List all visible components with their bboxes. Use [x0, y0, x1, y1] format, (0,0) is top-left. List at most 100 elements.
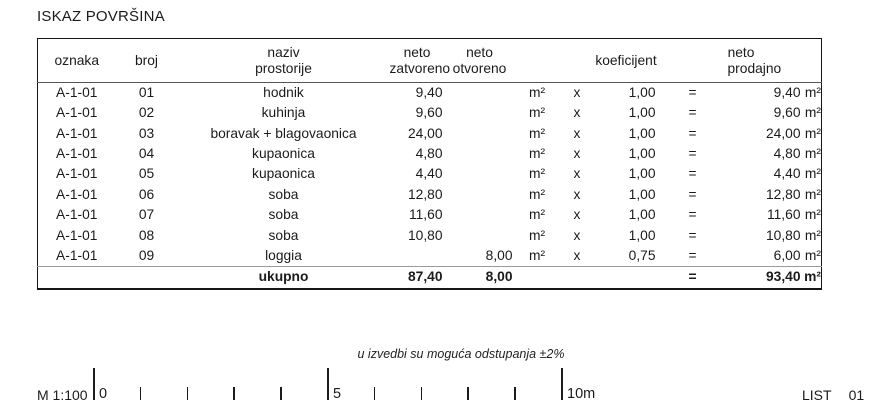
cell-unit2: m² — [804, 166, 821, 182]
cell-broj: 09 — [138, 247, 155, 263]
scale-tick-minor — [186, 387, 189, 400]
cell-times: x — [573, 125, 581, 141]
header-naziv: naziv prostorije — [177, 38, 390, 83]
cell-koef: 1,00 — [628, 166, 656, 182]
cell-naziv: kuhinja — [261, 105, 306, 121]
scale-tick-major — [561, 368, 563, 400]
cell-zatvoreno: 24,00 — [407, 125, 443, 141]
cell-oznaka: A-1-01 — [56, 105, 98, 121]
cell-oznaka: A-1-01 — [56, 186, 98, 202]
cell-oznaka: A-1-01 — [56, 166, 98, 182]
cell-naziv: kupaonica — [252, 166, 315, 182]
total-equals: = — [657, 265, 728, 290]
cell-prodajno: 4,80 — [773, 145, 801, 161]
cell-prodajno: 11,60 — [766, 207, 801, 223]
header-zatvoreno: neto zatvoreno — [389, 38, 450, 83]
cell-times: x — [573, 166, 581, 182]
cell-otvoreno — [445, 144, 515, 164]
scale-tick-major — [93, 368, 95, 400]
cell-unit: m² — [528, 186, 546, 202]
cell-unit: m² — [528, 145, 546, 161]
header-prodajno: neto prodajno — [727, 38, 803, 83]
cell-naziv: soba — [268, 186, 299, 202]
cell-unit: m² — [528, 125, 546, 141]
cell-prodajno: 4,40 — [773, 166, 801, 182]
deviation-note: u izvedbi su moguća odstupanja ±2% — [357, 347, 565, 361]
cell-prodajno: 9,40 — [773, 85, 801, 101]
cell-zatvoreno: 12,80 — [407, 186, 443, 202]
table-row: A-1-01 06 soba 12,80 m² x 1,00 = 12,80 m² — [38, 184, 822, 204]
cell-koef: 1,00 — [628, 125, 656, 141]
cell-otvoreno — [445, 123, 515, 143]
cell-zatvoreno: 11,60 — [408, 207, 443, 223]
table-row: A-1-01 09 loggia 8,00 m² x 0,75 = 6,00 m² — [38, 246, 822, 266]
cell-equals: = — [688, 166, 697, 182]
scale-tick-label: 5 — [333, 386, 342, 402]
cell-unit2: m² — [804, 145, 821, 161]
cell-unit2: m² — [804, 186, 821, 202]
header-otvoreno: neto otvoreno — [444, 38, 515, 83]
scale-tick-minor — [373, 387, 376, 400]
total-unit: m² — [802, 265, 822, 290]
cell-broj: 06 — [138, 186, 155, 202]
cell-broj: 08 — [138, 227, 155, 243]
scale-tick-minor — [280, 387, 282, 400]
total-label: ukupno — [177, 265, 390, 290]
scale-tick-minor — [514, 387, 516, 400]
total-times-empty — [559, 265, 595, 290]
cell-equals: = — [688, 247, 697, 263]
cell-equals: = — [688, 207, 697, 223]
table-row: A-1-01 08 soba 10,80 m² x 1,00 = 10,80 m² — [38, 225, 822, 245]
cell-prodajno: 10,80 — [765, 227, 801, 243]
cell-broj: 03 — [138, 125, 155, 141]
header-equals-spacer — [657, 38, 728, 83]
cell-unit: m² — [528, 85, 546, 101]
cell-equals: = — [688, 125, 697, 141]
cell-prodajno: 9,60 — [773, 105, 801, 121]
cell-times: x — [573, 247, 581, 263]
total-unit-empty — [514, 265, 560, 290]
areas-table: oznaka broj naziv prostorije neto zatvor… — [37, 38, 822, 291]
cell-koef: 1,00 — [628, 207, 656, 223]
cell-zatvoreno: 9,40 — [415, 85, 443, 101]
cell-otvoreno — [445, 205, 515, 225]
cell-prodajno: 24,00 — [765, 125, 801, 141]
cell-oznaka: A-1-01 — [56, 207, 98, 223]
scale-tick-minor — [467, 387, 469, 400]
total-oznaka-empty — [37, 265, 116, 290]
cell-zatvoreno — [390, 246, 445, 266]
cell-otvoreno — [445, 225, 515, 245]
cell-zatvoreno: 10,80 — [407, 227, 443, 243]
header-broj: broj — [115, 38, 178, 83]
cell-zatvoreno: 4,80 — [415, 145, 443, 161]
cell-unit2: m² — [804, 207, 821, 223]
table-row: A-1-01 05 kupaonica 4,40 m² x 1,00 = 4,40 m² — [38, 164, 822, 184]
scale-tick-label: 10m — [567, 386, 596, 402]
cell-broj: 04 — [138, 145, 155, 161]
cell-unit: m² — [528, 247, 546, 263]
cell-prodajno: 12,80 — [765, 186, 801, 202]
cell-koef: 1,00 — [628, 186, 656, 202]
header-unit-spacer — [514, 38, 560, 83]
cell-otvoreno — [445, 184, 515, 204]
cell-equals: = — [688, 227, 697, 243]
cell-koef: 1,00 — [628, 145, 656, 161]
total-koef-empty — [594, 265, 658, 290]
total-otvoreno: 8,00 — [444, 265, 515, 290]
cell-equals: = — [688, 105, 697, 121]
total-broj-empty — [115, 265, 178, 290]
cell-naziv: hodnik — [263, 85, 304, 101]
cell-unit2: m² — [804, 247, 821, 263]
cell-koef: 1,00 — [628, 85, 656, 101]
cell-broj: 07 — [138, 207, 155, 223]
cell-broj: 05 — [138, 166, 155, 182]
cell-koef: 0,75 — [628, 247, 656, 263]
cell-broj: 02 — [138, 105, 155, 121]
cell-times: x — [573, 207, 581, 223]
cell-unit: m² — [528, 166, 546, 182]
cell-otvoreno — [445, 83, 515, 103]
table-header-row: oznaka broj naziv prostorije neto zatvor… — [37, 38, 822, 83]
cell-equals: = — [688, 85, 697, 101]
cell-otvoreno — [445, 164, 515, 184]
cell-otvoreno — [445, 103, 515, 123]
